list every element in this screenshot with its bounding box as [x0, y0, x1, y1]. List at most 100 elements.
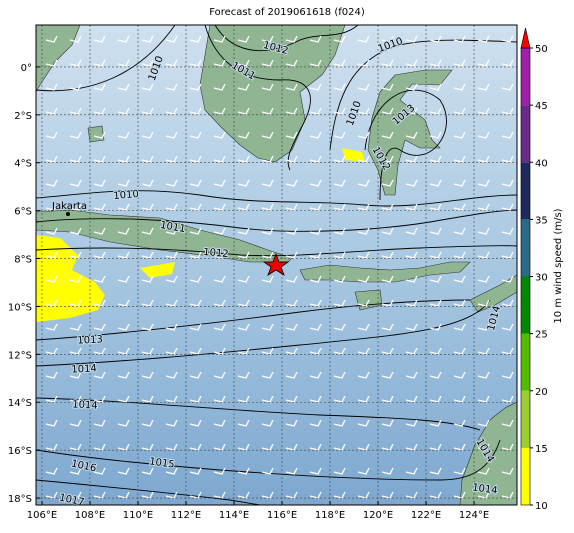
wind-barb	[405, 59, 418, 67]
y-tick-label: 12°S	[8, 350, 32, 361]
wind-barb	[141, 227, 154, 235]
wind-barb	[381, 371, 394, 379]
wind-barb	[93, 179, 106, 187]
wind-barb	[405, 83, 418, 91]
wind-barb	[189, 323, 202, 331]
colorbar-tick-label: 20	[535, 387, 548, 398]
wind-barb	[429, 83, 442, 91]
colorbar-segment	[521, 162, 530, 220]
isobar	[36, 299, 491, 367]
wind-barb	[357, 371, 370, 379]
wind-barb	[165, 83, 178, 91]
axes: 106°E 108°E 110°E 112°E 114°E 116°E 118°E 120°E…	[8, 63, 489, 521]
wind-barb	[117, 155, 130, 163]
wind-barb	[213, 203, 226, 211]
wind-barb	[357, 275, 370, 283]
x-tick-label: 124°E	[459, 510, 489, 521]
wind-barb	[309, 107, 322, 115]
location-star	[262, 252, 290, 276]
wind-barb	[189, 131, 202, 139]
isobar-label: 1014	[71, 363, 97, 375]
wind-barb	[477, 251, 490, 259]
x-tick-label: 120°E	[363, 510, 393, 521]
wind-barb	[45, 203, 58, 211]
wind-barb	[165, 251, 178, 259]
wind-barb	[189, 179, 202, 187]
wind-barb	[357, 467, 370, 475]
wind-barb	[141, 299, 154, 307]
wind-barb	[501, 59, 514, 67]
wind-barb	[45, 155, 58, 163]
colorbar-label: 10 m wind speed (m/s)	[553, 208, 564, 323]
wind-barb	[45, 35, 58, 43]
colorbar-segment	[521, 105, 530, 163]
isobar-label: 1012	[203, 247, 229, 260]
wind-barb	[69, 275, 82, 283]
wind-barb	[309, 203, 322, 211]
wind-barb	[237, 59, 250, 67]
wind-barb	[333, 227, 346, 235]
wind-barb	[93, 35, 106, 43]
colorbar-tick-label: 40	[535, 158, 548, 169]
y-tick-label: 14°S	[8, 398, 32, 409]
wind-barb	[141, 203, 154, 211]
wind-barb	[453, 179, 466, 187]
wind-barb	[261, 467, 274, 475]
wind-barb	[405, 107, 418, 115]
wind-barb	[285, 227, 298, 235]
wind-barb	[261, 59, 274, 67]
wind-barb	[261, 35, 274, 43]
wind-barb	[477, 299, 490, 307]
wind-barb	[381, 107, 394, 115]
wind-barb	[141, 59, 154, 67]
wind-barb	[261, 275, 274, 283]
wind-barb	[477, 347, 490, 355]
wind-barb	[261, 203, 274, 211]
colorbar-segment	[521, 333, 530, 391]
wind-barb	[165, 203, 178, 211]
wind-barb	[117, 419, 130, 427]
wind-barb	[213, 155, 226, 163]
wind-barb	[117, 275, 130, 283]
wind-barb	[309, 419, 322, 427]
x-tick-label: 122°E	[411, 510, 441, 521]
land	[459, 401, 517, 505]
wind-barb	[165, 419, 178, 427]
city-label: Jakarta	[51, 201, 87, 212]
wind-barb	[501, 419, 514, 427]
wind-barb	[261, 299, 274, 307]
wind-barb	[69, 419, 82, 427]
wind-barb	[93, 203, 106, 211]
isobar-label: 1015	[148, 456, 175, 470]
wind-barb	[429, 323, 442, 331]
wind-barb	[477, 419, 490, 427]
wind-barb	[69, 131, 82, 139]
wind-barb	[405, 371, 418, 379]
colorbar-tick-label: 50	[535, 44, 548, 55]
y-tick-label: 10°S	[8, 302, 32, 313]
wind-barb	[261, 251, 274, 259]
wind-barb	[405, 251, 418, 259]
wind-barb	[405, 35, 418, 43]
wind-barb	[165, 131, 178, 139]
wind-barb	[501, 323, 514, 331]
wind-barb	[381, 203, 394, 211]
wind-barb	[213, 227, 226, 235]
wind-barb	[237, 299, 250, 307]
wind-barb	[69, 35, 82, 43]
wind-barb	[189, 275, 202, 283]
wind-barb	[501, 83, 514, 91]
wind-barb	[453, 275, 466, 283]
wind-barb	[429, 299, 442, 307]
x-tick-label: 116°E	[267, 510, 297, 521]
isobar	[36, 439, 501, 481]
wind-barb	[69, 371, 82, 379]
wind-barb	[429, 131, 442, 139]
y-tick-label: 4°S	[14, 159, 32, 170]
wind-barb	[453, 371, 466, 379]
wind-barb	[285, 251, 298, 259]
wind-barb	[453, 419, 466, 427]
y-tick-label: 18°S	[8, 494, 32, 505]
wind-barb	[213, 371, 226, 379]
wind-barb	[69, 155, 82, 163]
